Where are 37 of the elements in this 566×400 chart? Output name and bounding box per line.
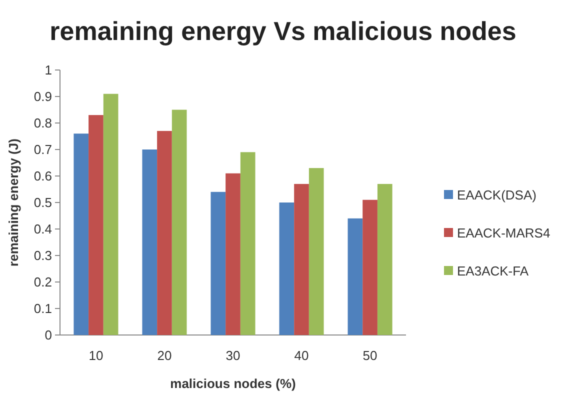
bar (279, 202, 294, 335)
bar (157, 130, 172, 335)
y-tick-label: 0.1 (34, 301, 52, 316)
bar (226, 173, 240, 335)
y-tick-label: 0.9 (34, 89, 52, 104)
bar (74, 134, 89, 335)
bar (377, 184, 392, 335)
y-tick-label: 1 (44, 62, 52, 78)
y-tick-label: 0.3 (34, 248, 52, 264)
x-tick-label: 10 (88, 348, 104, 363)
bar (210, 192, 226, 335)
y-tick-label: 0.7 (34, 142, 52, 158)
legend-label: EAACK(DSA) (457, 188, 536, 203)
chart-title: remaining energy Vs malicious nodes (50, 16, 516, 46)
y-tick-label: 0 (44, 328, 52, 343)
bar (172, 110, 187, 335)
y-tick-label: 0.2 (34, 274, 52, 290)
x-tick-label: 20 (157, 348, 172, 363)
y-tick-label: 0.6 (34, 168, 52, 184)
bar (294, 184, 309, 335)
legend-label: EA3ACK-FA (457, 264, 529, 279)
legend-label: EAACK-MARS4 (457, 226, 550, 241)
bar (103, 94, 118, 335)
y-tick-label: 0.5 (34, 195, 52, 210)
y-axis-title: remaining energy (J) (6, 138, 21, 266)
y-tick-label: 0.4 (34, 222, 52, 237)
bar (348, 218, 363, 335)
y-tick-label: 0.8 (34, 116, 52, 131)
bar (308, 168, 324, 335)
bar (362, 200, 378, 335)
x-tick-label: 50 (362, 348, 378, 363)
bar (88, 115, 104, 335)
x-tick-label: 40 (294, 348, 309, 363)
bar (142, 150, 158, 335)
x-tick-label: 30 (226, 348, 240, 363)
x-axis-title: malicious nodes (%) (170, 376, 296, 391)
bar (240, 152, 256, 335)
